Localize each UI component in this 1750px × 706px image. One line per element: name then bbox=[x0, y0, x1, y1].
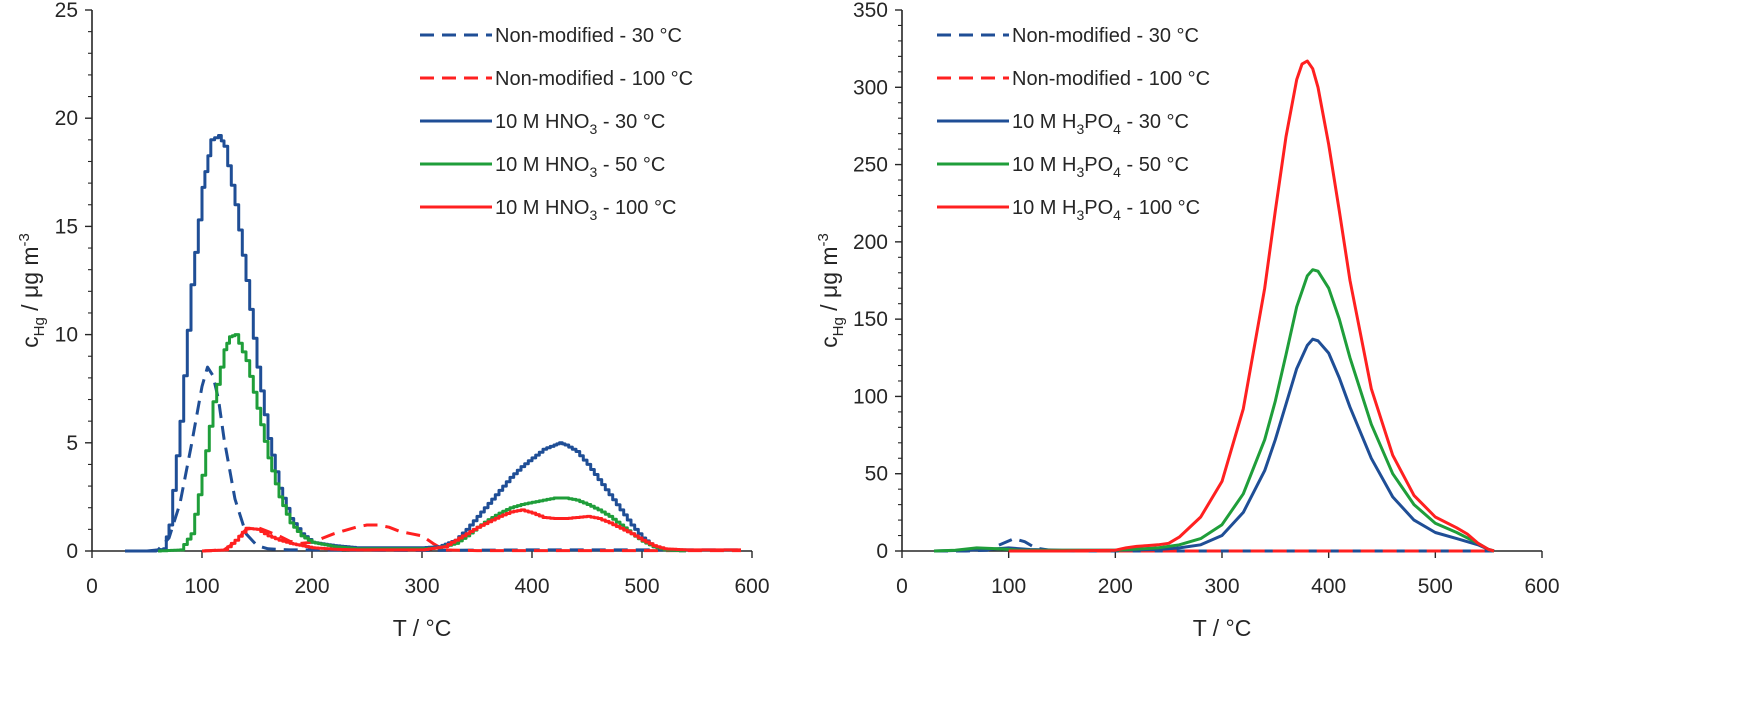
chart1-legend-label-0: Non-modified - 30 °C bbox=[1012, 25, 1199, 47]
chart1-legend-label-1: Non-modified - 100 °C bbox=[1012, 68, 1210, 90]
chart1-legend-label-2: 10 M H3PO4 - 30 °C bbox=[1012, 111, 1189, 137]
chart1-legend-label-3: 10 M H3PO4 - 50 °C bbox=[1012, 154, 1189, 180]
chart0-y-tick-label: 20 bbox=[55, 107, 78, 130]
chart1-y-tick-label: 50 bbox=[865, 463, 888, 486]
chart0-series-line-3 bbox=[158, 333, 688, 553]
chart1-y-tick-label: 100 bbox=[853, 385, 888, 408]
chart0-legend-label-1: Non-modified - 100 °C bbox=[495, 68, 693, 90]
chart0-y-axis-title: cHg / μg m-3 bbox=[16, 233, 48, 348]
right-chart-panel: 0 50 100 150 200 250 300 350 0 100 200 300 400 500 600… bbox=[815, 0, 1560, 641]
chart1-x-tick-label: 500 bbox=[1418, 575, 1453, 598]
chart1-x-tick-label: 300 bbox=[1204, 575, 1239, 598]
chart1-series-line-2 bbox=[933, 337, 1495, 553]
chart0-y-tick-label: 15 bbox=[55, 215, 78, 238]
chart1-y-tick-label: 0 bbox=[876, 540, 888, 563]
chart0-legend-label-3: 10 M HNO3 - 50 °C bbox=[495, 154, 665, 180]
chart1-y-tick-label: 200 bbox=[853, 231, 888, 254]
chart1-y-axis-title: cHg / μg m-3 bbox=[815, 233, 847, 348]
chart1-y-tick-label: 300 bbox=[853, 76, 888, 99]
chart0-x-tick-label: 300 bbox=[404, 575, 439, 598]
chart1-y-tick-label: 150 bbox=[853, 308, 888, 331]
chart1-x-axis-title: T / °C bbox=[1193, 615, 1252, 641]
left-chart-panel: 0 5 10 15 20 25 0 100 200 300 400 500 600 T / °C cHg /… bbox=[16, 0, 770, 641]
chart0-series-line-4 bbox=[202, 508, 741, 553]
chart0-y-tick-label: 25 bbox=[55, 0, 78, 22]
chart1-x-tick-label: 200 bbox=[1098, 575, 1133, 598]
chart0-y-tick-label: 5 bbox=[66, 432, 78, 455]
chart1-x-tick-label: 0 bbox=[896, 575, 908, 598]
chart0-legend-label-0: Non-modified - 30 °C bbox=[495, 25, 682, 47]
chart0-x-tick-label: 200 bbox=[294, 575, 329, 598]
chart0-y-tick-label: 0 bbox=[66, 540, 78, 563]
chart1-series-line-3 bbox=[933, 268, 1495, 553]
chart0-x-tick-label: 0 bbox=[86, 575, 98, 598]
chart1-x-tick-label: 600 bbox=[1524, 575, 1559, 598]
chart0-x-tick-label: 500 bbox=[624, 575, 659, 598]
chart1-series-line-4 bbox=[1008, 59, 1495, 553]
chart0-legend-label-4: 10 M HNO3 - 100 °C bbox=[495, 197, 676, 223]
chart0-x-tick-label: 100 bbox=[184, 575, 219, 598]
chart1-legend-label-4: 10 M H3PO4 - 100 °C bbox=[1012, 197, 1200, 223]
chart0-legend-label-2: 10 M HNO3 - 30 °C bbox=[495, 111, 665, 137]
chart1-y-tick-label: 250 bbox=[853, 154, 888, 177]
chart1-y-tick-label: 350 bbox=[853, 0, 888, 22]
chart0-y-tick-label: 10 bbox=[55, 324, 78, 347]
chart1-x-tick-label: 100 bbox=[991, 575, 1026, 598]
chart1-x-tick-label: 400 bbox=[1311, 575, 1346, 598]
chart0-x-tick-label: 400 bbox=[514, 575, 549, 598]
chart0-x-tick-label: 600 bbox=[734, 575, 769, 598]
chart0-x-axis-title: T / °C bbox=[393, 615, 452, 641]
